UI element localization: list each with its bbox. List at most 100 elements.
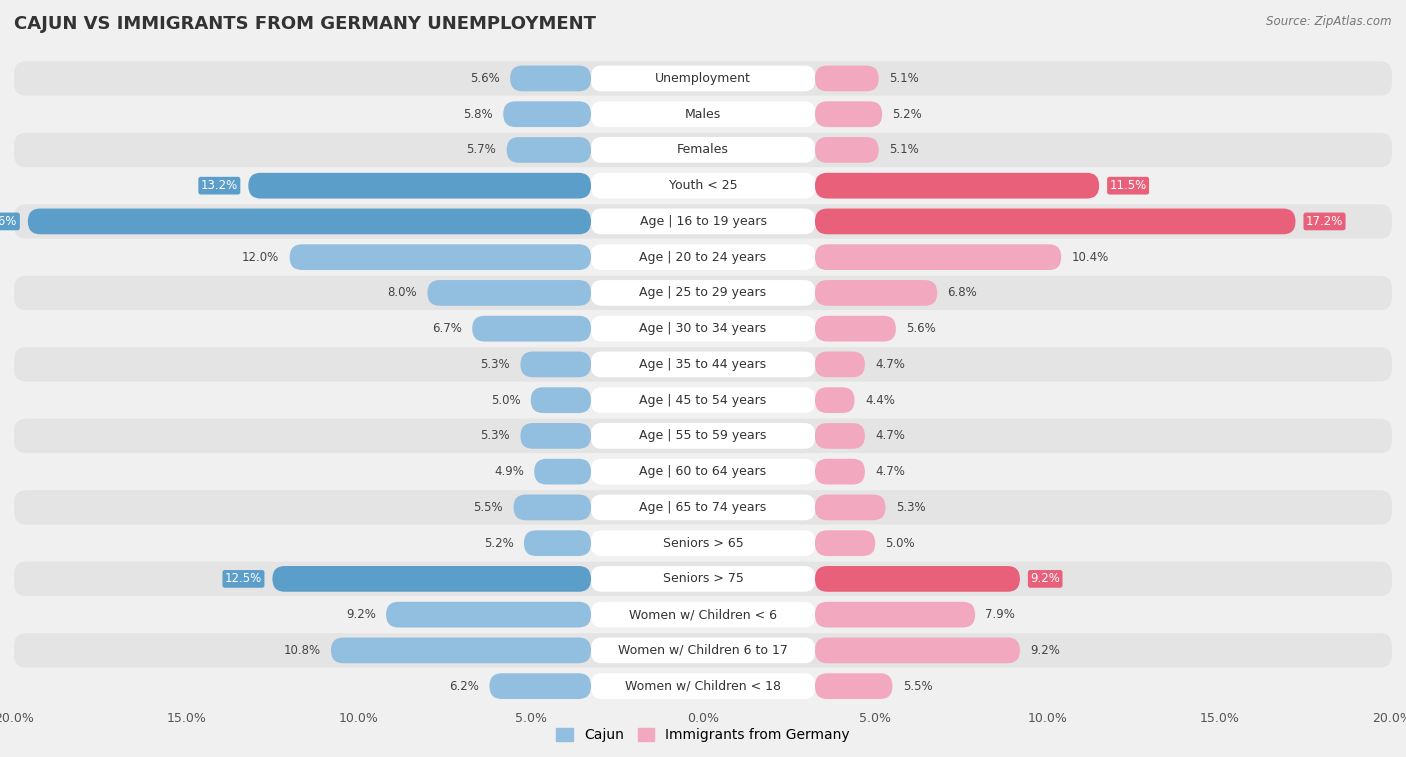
FancyBboxPatch shape <box>815 137 879 163</box>
Text: Unemployment: Unemployment <box>655 72 751 85</box>
Text: 8.0%: 8.0% <box>388 286 418 300</box>
FancyBboxPatch shape <box>591 208 815 235</box>
Text: 5.3%: 5.3% <box>481 358 510 371</box>
FancyBboxPatch shape <box>427 280 591 306</box>
FancyBboxPatch shape <box>14 132 1392 167</box>
Text: Seniors > 75: Seniors > 75 <box>662 572 744 585</box>
FancyBboxPatch shape <box>815 245 1062 270</box>
FancyBboxPatch shape <box>591 173 815 198</box>
FancyBboxPatch shape <box>14 597 1392 632</box>
FancyBboxPatch shape <box>591 531 815 556</box>
FancyBboxPatch shape <box>815 316 896 341</box>
Text: 5.6%: 5.6% <box>907 322 936 335</box>
FancyBboxPatch shape <box>14 276 1392 310</box>
FancyBboxPatch shape <box>591 316 815 341</box>
FancyBboxPatch shape <box>14 169 1392 203</box>
FancyBboxPatch shape <box>472 316 591 341</box>
Text: 12.5%: 12.5% <box>225 572 262 585</box>
FancyBboxPatch shape <box>330 637 591 663</box>
Text: 5.5%: 5.5% <box>474 501 503 514</box>
Text: 10.4%: 10.4% <box>1071 251 1109 263</box>
FancyBboxPatch shape <box>520 351 591 377</box>
Text: 5.3%: 5.3% <box>481 429 510 442</box>
Text: Age | 25 to 29 years: Age | 25 to 29 years <box>640 286 766 300</box>
FancyBboxPatch shape <box>387 602 591 628</box>
Text: Age | 45 to 54 years: Age | 45 to 54 years <box>640 394 766 407</box>
Text: 4.7%: 4.7% <box>875 429 905 442</box>
Text: 6.8%: 6.8% <box>948 286 977 300</box>
FancyBboxPatch shape <box>815 637 1019 663</box>
FancyBboxPatch shape <box>520 423 591 449</box>
Text: 5.0%: 5.0% <box>886 537 915 550</box>
Text: CAJUN VS IMMIGRANTS FROM GERMANY UNEMPLOYMENT: CAJUN VS IMMIGRANTS FROM GERMANY UNEMPLO… <box>14 15 596 33</box>
Text: 5.3%: 5.3% <box>896 501 925 514</box>
Text: 7.9%: 7.9% <box>986 608 1015 621</box>
Text: 10.8%: 10.8% <box>284 644 321 657</box>
FancyBboxPatch shape <box>815 66 879 92</box>
Text: Age | 30 to 34 years: Age | 30 to 34 years <box>640 322 766 335</box>
Text: Women w/ Children 6 to 17: Women w/ Children 6 to 17 <box>619 644 787 657</box>
FancyBboxPatch shape <box>591 137 815 163</box>
FancyBboxPatch shape <box>591 494 815 520</box>
Text: 4.7%: 4.7% <box>875 465 905 478</box>
Text: 5.8%: 5.8% <box>463 107 494 120</box>
Text: Age | 65 to 74 years: Age | 65 to 74 years <box>640 501 766 514</box>
Text: 19.6%: 19.6% <box>0 215 17 228</box>
Text: 5.1%: 5.1% <box>889 143 918 157</box>
FancyBboxPatch shape <box>815 423 865 449</box>
FancyBboxPatch shape <box>14 562 1392 596</box>
Legend: Cajun, Immigrants from Germany: Cajun, Immigrants from Germany <box>555 728 851 742</box>
FancyBboxPatch shape <box>591 423 815 449</box>
Text: 5.1%: 5.1% <box>889 72 918 85</box>
Text: 13.2%: 13.2% <box>201 179 238 192</box>
FancyBboxPatch shape <box>14 312 1392 346</box>
FancyBboxPatch shape <box>510 66 591 92</box>
FancyBboxPatch shape <box>506 137 591 163</box>
Text: 6.2%: 6.2% <box>450 680 479 693</box>
FancyBboxPatch shape <box>489 673 591 699</box>
Text: 12.0%: 12.0% <box>242 251 280 263</box>
FancyBboxPatch shape <box>591 637 815 663</box>
FancyBboxPatch shape <box>591 351 815 377</box>
FancyBboxPatch shape <box>14 454 1392 489</box>
Text: Women w/ Children < 18: Women w/ Children < 18 <box>626 680 780 693</box>
Text: Age | 16 to 19 years: Age | 16 to 19 years <box>640 215 766 228</box>
FancyBboxPatch shape <box>14 240 1392 274</box>
FancyBboxPatch shape <box>591 245 815 270</box>
FancyBboxPatch shape <box>591 388 815 413</box>
FancyBboxPatch shape <box>591 602 815 628</box>
FancyBboxPatch shape <box>290 245 591 270</box>
FancyBboxPatch shape <box>591 459 815 484</box>
FancyBboxPatch shape <box>815 208 1295 235</box>
Text: Youth < 25: Youth < 25 <box>669 179 737 192</box>
FancyBboxPatch shape <box>513 494 591 520</box>
FancyBboxPatch shape <box>815 566 1019 592</box>
FancyBboxPatch shape <box>591 566 815 592</box>
Text: Women w/ Children < 6: Women w/ Children < 6 <box>628 608 778 621</box>
Text: 17.2%: 17.2% <box>1306 215 1343 228</box>
FancyBboxPatch shape <box>815 602 976 628</box>
FancyBboxPatch shape <box>815 173 1099 198</box>
Text: Age | 20 to 24 years: Age | 20 to 24 years <box>640 251 766 263</box>
FancyBboxPatch shape <box>14 669 1392 703</box>
FancyBboxPatch shape <box>534 459 591 484</box>
FancyBboxPatch shape <box>815 388 855 413</box>
Text: 9.2%: 9.2% <box>346 608 375 621</box>
Text: 5.6%: 5.6% <box>470 72 499 85</box>
Text: Age | 60 to 64 years: Age | 60 to 64 years <box>640 465 766 478</box>
Text: 5.7%: 5.7% <box>467 143 496 157</box>
FancyBboxPatch shape <box>591 280 815 306</box>
FancyBboxPatch shape <box>524 531 591 556</box>
Text: Age | 55 to 59 years: Age | 55 to 59 years <box>640 429 766 442</box>
FancyBboxPatch shape <box>591 673 815 699</box>
Text: Males: Males <box>685 107 721 120</box>
Text: 5.2%: 5.2% <box>484 537 513 550</box>
FancyBboxPatch shape <box>591 66 815 92</box>
FancyBboxPatch shape <box>14 419 1392 453</box>
Text: Age | 35 to 44 years: Age | 35 to 44 years <box>640 358 766 371</box>
FancyBboxPatch shape <box>14 61 1392 95</box>
Text: 9.2%: 9.2% <box>1031 644 1060 657</box>
Text: 5.2%: 5.2% <box>893 107 922 120</box>
FancyBboxPatch shape <box>14 97 1392 132</box>
FancyBboxPatch shape <box>815 280 938 306</box>
